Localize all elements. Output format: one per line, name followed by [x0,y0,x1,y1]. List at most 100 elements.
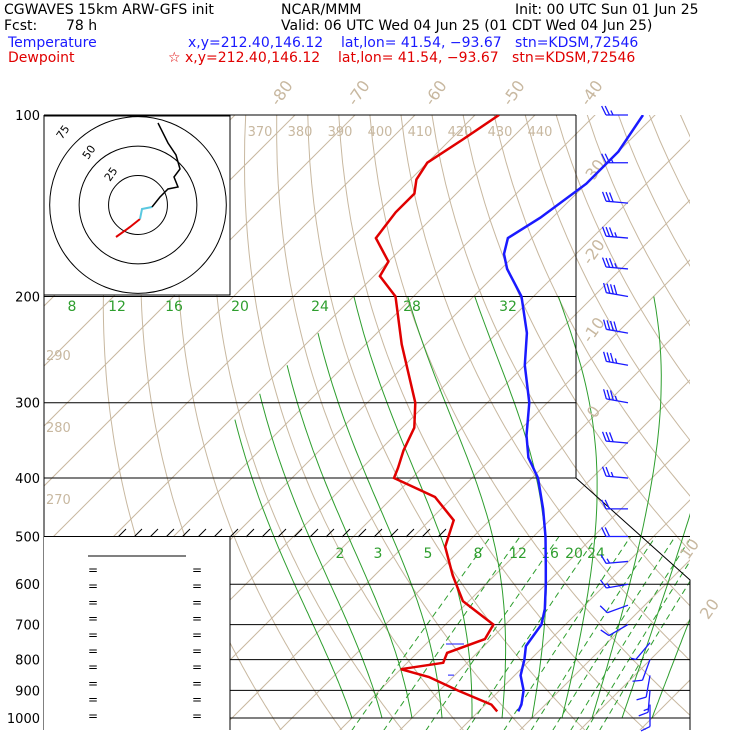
hatch-mark [389,528,399,538]
mixing-ratio-label: 12 [509,546,527,562]
pressure-tick-label: 1000 [7,712,40,727]
hatch-mark [165,528,175,538]
dewpoint-location: ☆ x,y=212.40,146.12 lat,lon= 41.54, −93.… [168,50,636,66]
wind-barb-feather [603,319,607,330]
isotherm-label: -40 [576,77,607,109]
dry-adiabat-line [210,115,404,730]
isotherm-line [44,115,356,427]
fcst-value: 78 h [66,18,98,34]
isotherm-label: 0 [583,402,604,421]
isotherm-line [219,259,690,730]
isotherm-label: -10 [578,314,609,346]
theta-label: 380 [288,125,313,140]
wind-barb-feather [640,725,651,732]
pressure-tick-label: 700 [15,619,40,634]
mixing-ratio-line [351,536,492,730]
hatch-mark [245,528,255,538]
wind-barb [606,328,629,334]
isotherm-line [399,439,690,730]
isotherm-label: -30 [578,156,609,188]
parcel-equals: = [192,579,202,593]
wind-barb-feather [600,629,610,637]
isotherm-label: -60 [420,77,451,109]
wind-barb [606,560,629,565]
parcel-equals: = [192,612,202,626]
pressure-tick-label: 900 [15,684,40,699]
hatch-mark [181,528,191,538]
theta-side-label: 280 [46,421,71,436]
parcel-equals: = [88,693,98,707]
wind-barb [606,440,629,444]
theta-label: 390 [328,125,353,140]
wind-barb-feather [606,283,611,294]
hodograph-panel [43,115,231,296]
isotherm-label: 20 [696,595,723,623]
isotherm-line [44,115,536,607]
isotherm-line [699,87,740,730]
wind-barb [606,583,629,589]
chart-title: CGWAVES 15km ARW-GFS init [4,2,214,18]
mixing-ratio-line [503,536,632,730]
mixing-ratio-label: 28 [403,299,421,315]
theta-label: 440 [528,125,553,140]
wind-barb-feather [601,257,607,268]
mixing-ratio-label: 8 [474,546,483,562]
wind-barb-feather [601,527,607,537]
hatch-mark [405,528,415,538]
parcel-equals: = [88,628,98,642]
parcel-info-box [44,537,230,730]
mixing-ratio-line [585,560,690,730]
org-label: NCAR/MMM [281,2,362,18]
isotherm-line [44,115,476,547]
pressure-tick-label: 100 [15,109,40,124]
dry-adiabat-line [276,115,525,730]
wind-barb-feather [614,358,618,364]
mixing-ratio-label: 32 [499,299,517,315]
wind-barb-feather [609,352,614,363]
wind-barb-feather [601,431,607,442]
parcel-equals: = [88,676,98,690]
hatch-mark [325,528,335,538]
parcel-equals: = [192,709,202,723]
wind-barb-feather [604,527,611,537]
wind-barb [606,200,629,204]
wind-barb-feather [606,389,611,400]
wind-barb-feather [605,466,611,477]
moist-adiabat-line [353,296,473,718]
wind-barb-feather [608,227,614,238]
temperature-location: x,y=212.40,146.12 lat,lon= 41.54, −93.67… [188,35,639,51]
hatch-mark [133,528,143,538]
wind-barb-feather [604,499,611,510]
fcst-label: Fcst: [4,18,38,34]
wind-barb-feather [613,321,618,332]
isotherm-line [279,319,690,730]
moist-adiabat-line [407,296,507,719]
wind-barb-feather [606,582,611,588]
hatch-mark [357,528,367,538]
hatch-mark [309,528,319,538]
hatch-mark [437,528,447,538]
wind-barb-feather [614,232,618,238]
wind-barb-feather [636,696,647,701]
hatch-mark [197,528,207,538]
parcel-equals: = [88,612,98,626]
wind-barb-feather [600,554,607,564]
wind-barb-feather [614,395,618,401]
wind-barb-feather [608,192,614,203]
mixing-ratio-line [425,536,560,730]
isotherm-line [579,619,690,730]
mixing-ratio-label: 5 [424,546,433,562]
hatch-mark [421,528,431,538]
parcel-equals: = [88,595,98,609]
hodograph-upper-line [151,122,181,208]
hatch-mark [229,528,239,538]
dry-adiabat-line [307,115,586,730]
isotherm-line [159,199,690,730]
wind-barb-feather [601,191,607,202]
wind-barb-feather [603,389,607,400]
hodograph-lowlevel-line [115,218,141,238]
parcel-equals: = [192,676,202,690]
mixing-ratio-label: 16 [165,299,183,315]
wind-barb [645,675,651,698]
